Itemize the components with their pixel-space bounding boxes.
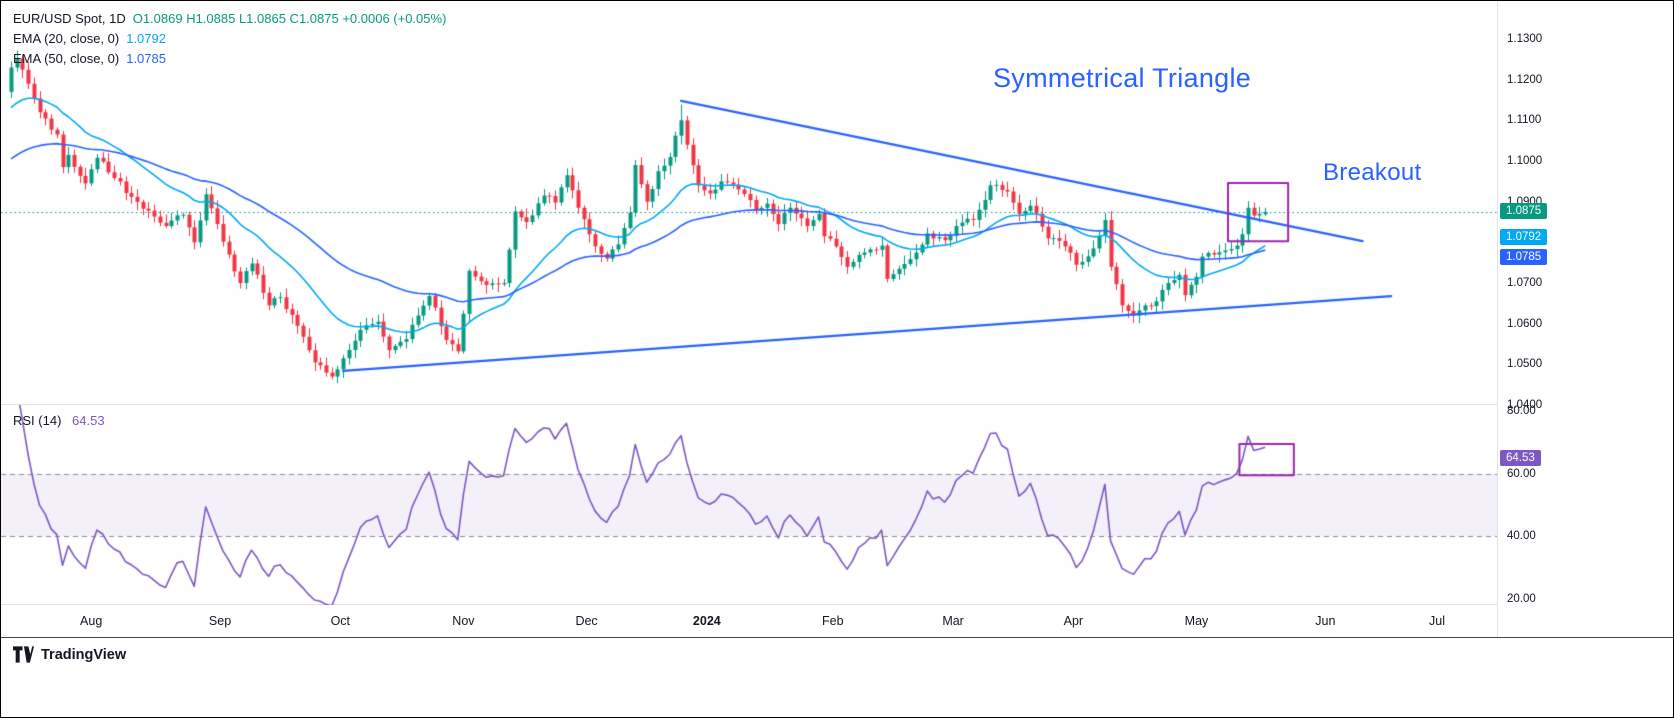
ema20-label: EMA (20, close, 0) [13,31,120,46]
attribution[interactable]: TradingView [13,646,126,663]
price-axis-label: 1.0700 [1507,277,1543,290]
chart-legend: EUR/USD Spot, 1D O1.0869 H1.0885 L1.0865… [13,9,446,69]
time-axis-label: Dec [575,614,598,628]
attribution-brand: TradingView [41,646,127,663]
time-axis-label: Mar [942,614,964,628]
ema50-legend-row[interactable]: EMA (50, close, 0) 1.0785 [13,49,446,69]
ema50-label: EMA (50, close, 0) [13,51,120,66]
price-badge: 1.0875 [1500,202,1548,219]
ema50-value: 1.0785 [126,51,166,66]
symbol-title: EUR/USD Spot, 1D [13,11,126,26]
price-axis-label: 1.1000 [1507,155,1543,167]
price-axis-label: 1.0500 [1507,358,1543,371]
price-axis-label: 1.0600 [1507,317,1543,330]
price-axis-label: 1.0400 [1507,399,1543,412]
tradingview-logo [13,646,34,663]
breakout-annotation[interactable]: Breakout [1323,159,1422,186]
time-axis-label: Aug [80,614,103,628]
time-axis-label: Nov [452,614,475,628]
symbol-legend-row[interactable]: EUR/USD Spot, 1D O1.0869 H1.0885 L1.0865… [13,9,446,29]
ema50-badge: 1.0785 [1500,249,1548,266]
price-axis-label: 1.1300 [1507,33,1543,45]
rsi-pane: RSI (14) 64.53 [1,405,1497,605]
rsi-axis-label: 20.00 [1507,593,1536,605]
rsi-legend-row[interactable]: RSI (14) 64.53 [13,413,112,428]
time-axis-label: 2024 [692,614,721,628]
rsi-value: 64.53 [72,413,105,428]
axis-separator [1,637,1673,638]
price-axis-label: 1.1100 [1507,114,1542,127]
time-axis-label: Feb [822,614,844,628]
ema20-badge: 1.0792 [1500,228,1548,245]
price-axis[interactable]: 1.1300 1.1200 1.1100 1.1000 1.0900 1.0700 1.06… [1497,1,1673,637]
triangle-annotation[interactable]: Symmetrical Triangle [993,63,1252,93]
ohlc-values: O1.0869 H1.0885 L1.0865 C1.0875 +0.0006 … [132,11,447,26]
rsi-axis-label: 80.00 [1507,405,1536,417]
time-axis-label: Apr [1063,614,1084,628]
rsi-axis-label: 60.00 [1507,467,1536,480]
time-axis[interactable]: Aug Sep Oct Nov Dec 2024 Feb Mar Apr May Jun Jul [1,605,1497,637]
ema20-value: 1.0792 [126,31,166,46]
time-axis-label: Jul [1429,614,1446,628]
ema20-legend-row[interactable]: EMA (20, close, 0) 1.0792 [13,29,446,49]
time-axis-label: May [1184,614,1209,628]
rsi-axis-label: 40.00 [1507,530,1536,543]
price-axis-label: 1.1200 [1507,73,1543,86]
time-axis-label: Oct [330,614,351,628]
rsi-badge: 64.53 [1500,450,1541,467]
time-axis-label: Sep [208,614,232,628]
price-chart-canvas[interactable] [1,1,1497,405]
time-axis-label: Jun [1315,614,1336,628]
price-pane: EUR/USD Spot, 1D O1.0869 H1.0885 L1.0865… [1,1,1497,405]
rsi-chart-canvas[interactable] [1,405,1497,605]
rsi-label: RSI (14) [13,413,62,428]
